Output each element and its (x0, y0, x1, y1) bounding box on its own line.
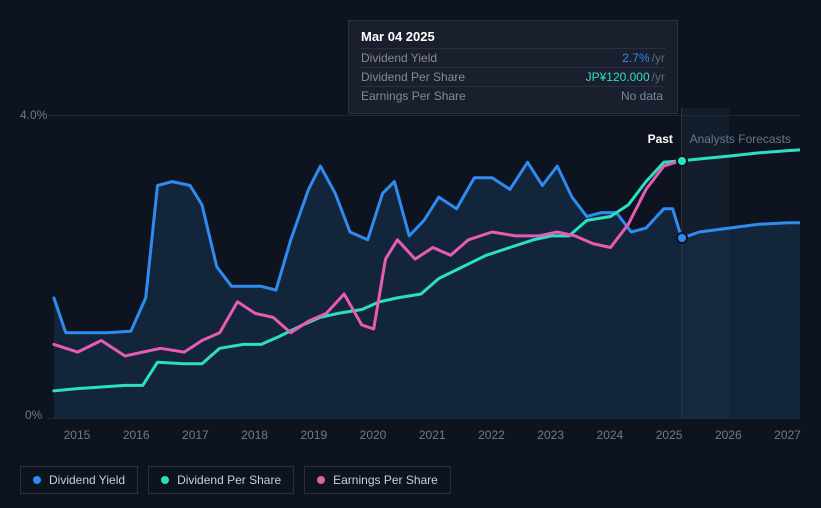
tooltip-label: Earnings Per Share (361, 89, 466, 103)
tooltip-row-yield: Dividend Yield 2.7%/yr (361, 48, 665, 67)
chart-legend: Dividend Yield Dividend Per Share Earnin… (20, 466, 451, 494)
legend-earnings-per-share[interactable]: Earnings Per Share (304, 466, 451, 494)
tooltip-date: Mar 04 2025 (361, 29, 665, 44)
chart-tooltip: Mar 04 2025 Dividend Yield 2.7%/yr Divid… (348, 20, 678, 114)
legend-dividend-yield[interactable]: Dividend Yield (20, 466, 138, 494)
legend-dot-icon (161, 476, 169, 484)
tooltip-label: Dividend Per Share (361, 70, 465, 84)
legend-label: Dividend Yield (49, 473, 125, 487)
forecast-label: Analysts Forecasts (690, 132, 791, 146)
tooltip-row-dps: Dividend Per Share JP¥120.000/yr (361, 67, 665, 86)
legend-label: Earnings Per Share (333, 473, 438, 487)
past-label: Past (648, 132, 673, 146)
tooltip-row-eps: Earnings Per Share No data (361, 86, 665, 105)
series-marker (678, 157, 686, 165)
dividend-chart: 4.0% 0% 20152016201720182019202020212022… (0, 0, 821, 508)
series-marker (678, 234, 686, 242)
legend-dot-icon (317, 476, 325, 484)
legend-dot-icon (33, 476, 41, 484)
tooltip-value: No data (621, 89, 665, 103)
tooltip-label: Dividend Yield (361, 51, 437, 65)
tooltip-value: JP¥120.000/yr (586, 70, 665, 84)
legend-dividend-per-share[interactable]: Dividend Per Share (148, 466, 294, 494)
tooltip-value: 2.7%/yr (622, 51, 665, 65)
legend-label: Dividend Per Share (177, 473, 281, 487)
